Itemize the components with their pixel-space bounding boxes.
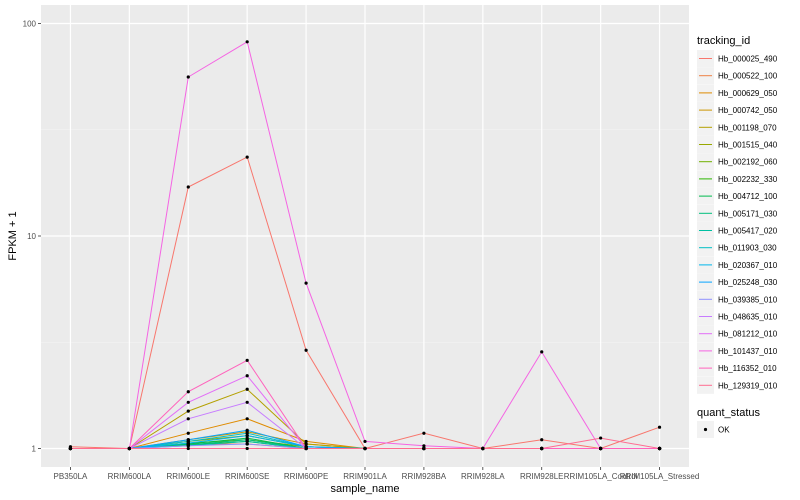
- data-point: [363, 439, 367, 444]
- x-tick-label: RRIM105LA_Stressed: [620, 472, 700, 481]
- data-point: [245, 434, 249, 438]
- data-point: [481, 446, 485, 451]
- data-point: [540, 350, 544, 354]
- data-point: [68, 446, 73, 451]
- legend-label: Hb_001198_070: [718, 123, 777, 132]
- data-point: [304, 281, 308, 285]
- legend-label: Hb_011903_030: [718, 244, 777, 253]
- data-point: [245, 417, 249, 421]
- legend-label: Hb_116352_010: [718, 364, 777, 373]
- data-point: [245, 374, 249, 378]
- data-point: [245, 446, 249, 451]
- x-tick-label: RRIM600LA: [108, 472, 152, 481]
- data-point: [245, 155, 249, 159]
- data-point: [127, 446, 131, 451]
- x-tick-label: RRIM600SE: [225, 472, 269, 481]
- data-point: [186, 417, 190, 421]
- x-tick-label: RRIM105LA_Control: [564, 472, 638, 481]
- legend-label: Hb_000742_050: [718, 106, 778, 115]
- y-tick-label: 100: [23, 19, 37, 28]
- data-point: [599, 446, 603, 451]
- data-point: [599, 436, 603, 440]
- x-tick-label: PB350LA: [54, 472, 88, 481]
- legend-label: Hb_048635_010: [718, 313, 778, 322]
- legend-label: Hb_101437_010: [718, 347, 778, 356]
- x-tick-label: RRIM600PE: [284, 472, 328, 481]
- x-axis-title: sample_name: [330, 483, 399, 495]
- legend-label: Hb_081212_010: [718, 330, 778, 339]
- legend-label: Hb_129319_010: [718, 381, 778, 390]
- x-tick-label: RRIM901LA: [343, 472, 387, 481]
- data-point: [186, 390, 190, 394]
- data-point: [540, 438, 544, 442]
- x-tick-label: RRIM928LA: [461, 472, 505, 481]
- data-point: [540, 446, 544, 451]
- legend-items: Hb_000025_490 Hb_000522_100 Hb_000629_050 H…: [697, 50, 778, 394]
- legend-label: Hb_000522_100: [718, 72, 778, 81]
- legend-title: tracking_id: [697, 35, 750, 47]
- y-tick-label: 1: [32, 445, 37, 454]
- legend-label: Hb_000629_050: [718, 89, 778, 98]
- data-point: [304, 442, 308, 446]
- y-tick-label: 10: [27, 232, 36, 241]
- data-point: [422, 431, 426, 435]
- data-point: [186, 431, 190, 435]
- data-point: [245, 400, 249, 404]
- data-point: [186, 75, 190, 79]
- data-point: [245, 439, 249, 444]
- gridlines: [41, 5, 689, 467]
- data-point: [422, 446, 426, 451]
- legend: tracking_id Hb_000025_490Hb_000522_100Hb…: [697, 35, 778, 438]
- x-tick-label: RRIM600LE: [166, 472, 210, 481]
- point-legend-title: quant_status: [697, 407, 760, 419]
- data-point: [186, 444, 190, 448]
- legend-label: Hb_002232_330: [718, 175, 778, 184]
- data-point: [186, 438, 190, 442]
- data-point: [304, 439, 308, 444]
- data-point: [245, 431, 249, 435]
- data-point: [245, 358, 249, 362]
- data-point: [304, 446, 308, 451]
- data-point: [186, 400, 190, 404]
- data-point: [245, 387, 249, 391]
- legend-label: Hb_005171_030: [718, 209, 778, 218]
- legend-label: Hb_000025_490: [718, 55, 778, 64]
- data-point: [186, 409, 190, 413]
- y-axis-title: FPKM + 1: [7, 211, 19, 260]
- y-axis: 1 10 100: [23, 19, 41, 454]
- legend-label: Hb_004712_100: [718, 192, 778, 201]
- point-legend-label: OK: [718, 426, 730, 435]
- point-legend-swatch: [703, 427, 708, 432]
- x-tick-label: RRIM928LE: [520, 472, 564, 481]
- data-point: [657, 425, 662, 429]
- data-point: [245, 442, 249, 446]
- legend-label: Hb_005417_020: [718, 227, 778, 236]
- legend-label: Hb_001515_040: [718, 141, 778, 150]
- data-point: [304, 348, 308, 352]
- x-axis: PB350LA RRIM600LA RRIM600LE RRIM600SE RRIM60…: [54, 467, 700, 481]
- data-points: [68, 40, 662, 451]
- legend-label: Hb_020367_010: [718, 261, 778, 270]
- data-point: [245, 428, 249, 432]
- data-point: [186, 441, 190, 445]
- data-point: [363, 446, 367, 451]
- legend-label: Hb_002192_060: [718, 158, 778, 167]
- data-point: [657, 446, 662, 451]
- legend-label: Hb_025248_030: [718, 278, 778, 287]
- point-legend-items: OK: [697, 421, 730, 438]
- data-point: [245, 40, 249, 44]
- data-point: [186, 446, 190, 451]
- x-tick-label: RRIM928BA: [402, 472, 447, 481]
- data-point: [186, 185, 190, 189]
- data-point: [422, 444, 426, 448]
- legend-label: Hb_039385_010: [718, 295, 778, 304]
